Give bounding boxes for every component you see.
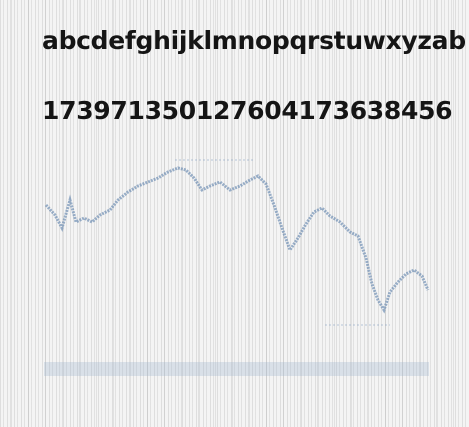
text-line: abcdefghijklmnopqrstuwxyzab: [42, 26, 466, 55]
text-line: 173971350127604173638456: [42, 96, 453, 125]
price-trace: [44, 166, 430, 314]
volume-band: [44, 362, 429, 376]
